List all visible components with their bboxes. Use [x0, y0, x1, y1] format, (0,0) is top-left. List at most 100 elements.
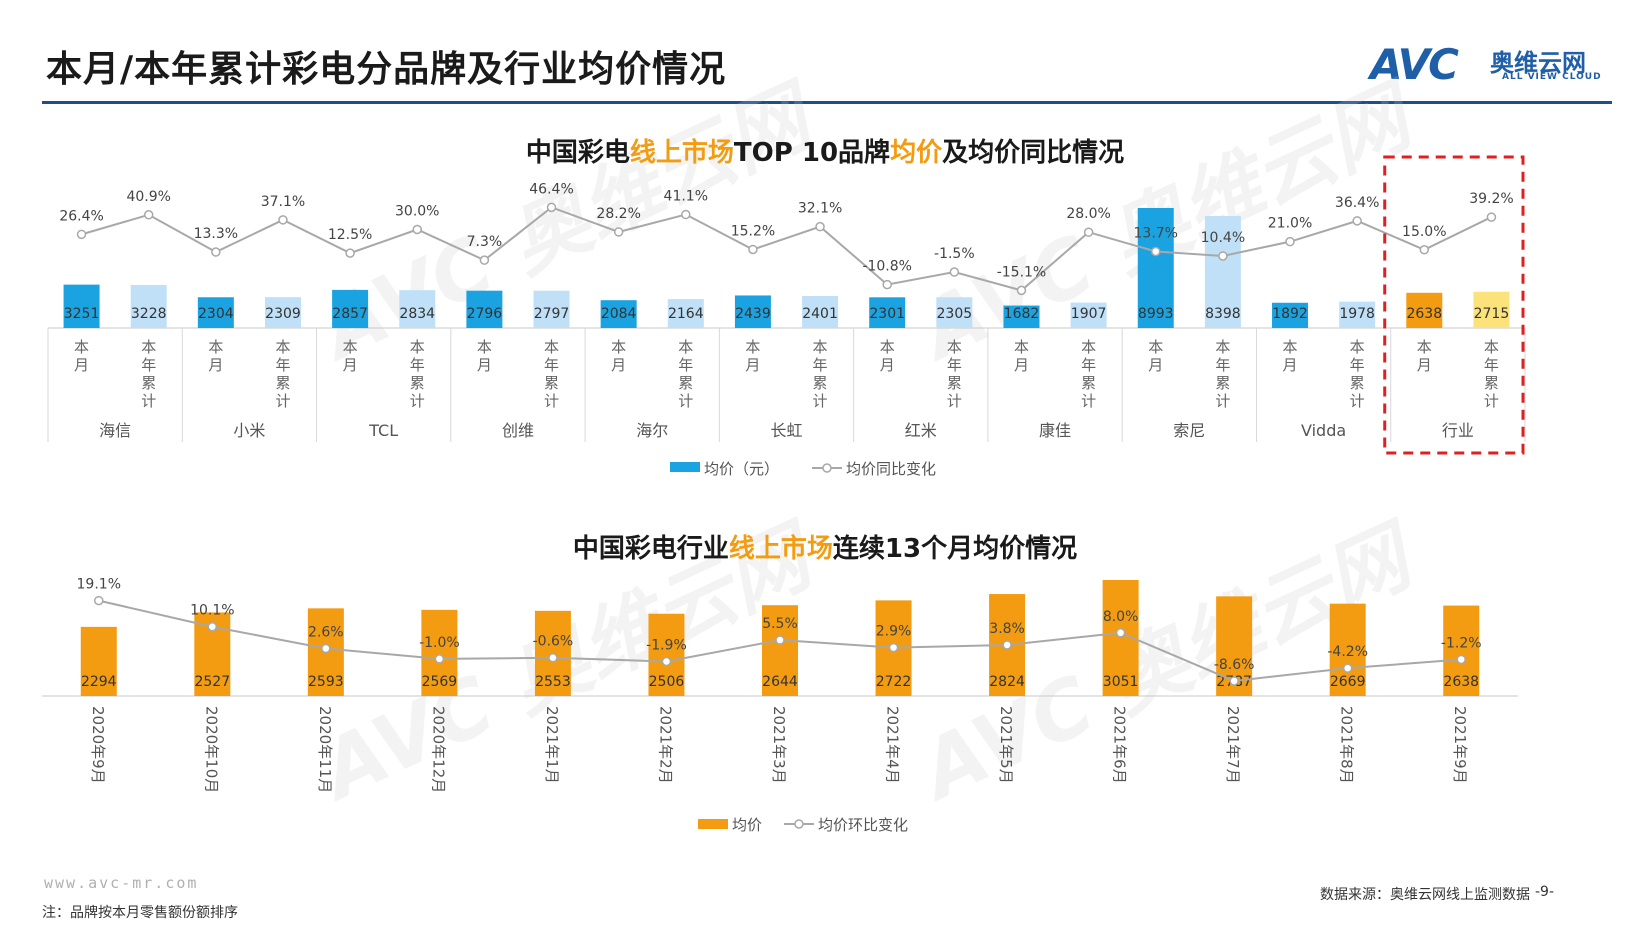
chart1-title-part-1: 中国彩电: [525, 138, 630, 168]
chart1-bar-value-label: 1907: [1071, 306, 1107, 322]
chart1-brand-label: TCL: [368, 421, 398, 440]
chart2-bar-value-label: 2553: [535, 674, 571, 690]
chart1-bar: [1070, 302, 1107, 328]
chart2-category-label: 2021年9月: [1451, 706, 1469, 784]
chart2-bar-value-label: 2569: [422, 674, 458, 690]
chart1-sub-label: 本年累计: [1350, 338, 1365, 410]
chart1-bar-value-label: 1892: [1272, 306, 1308, 322]
footer-note: 注：品牌按本月零售额份额排序: [42, 905, 238, 921]
chart1-yoy-point: [815, 221, 825, 232]
chart1-sub-label: 本年累计: [1081, 338, 1096, 410]
chart1-bar: [802, 295, 839, 328]
chart2-mom-point: [434, 654, 445, 664]
chart2-mom-point: [1456, 654, 1466, 665]
chart1-bar: [869, 297, 906, 328]
avc-logo: AVC 奥维云网 ALL VIEW CLOUD: [1370, 40, 1620, 90]
chart1-yoy-label: 30.0%: [395, 204, 439, 220]
chart1-yoy-label: 28.2%: [596, 206, 640, 222]
chart1-yoy-point: [1419, 245, 1430, 255]
chart2-category-label: 2021年4月: [884, 706, 902, 784]
chart1-yoy-point: [76, 229, 87, 240]
chart1-bar-value-label: 2305: [937, 306, 973, 322]
chart1-yoy-point: [1486, 212, 1497, 222]
chart2-bar: [648, 613, 685, 696]
chart2-mom-label: -8.6%: [1214, 657, 1255, 673]
chart1-yoy-label: 37.1%: [261, 194, 305, 210]
chart1-brand-label: 行业: [1442, 421, 1474, 440]
chart1-brand-label: 索尼: [1173, 421, 1205, 440]
chart1-bar: [1204, 215, 1241, 328]
chart2-bar-value-label: 3051: [1103, 674, 1139, 690]
chart2-bar: [80, 626, 117, 696]
chart2-mom-label: 19.1%: [77, 577, 121, 593]
chart1-bar-value-label: 2797: [534, 306, 570, 322]
chart2-mom-point: [1342, 663, 1353, 673]
chart1-yoy-label: 40.9%: [126, 189, 170, 205]
chart2-category-label: 2020年12月: [429, 706, 447, 793]
industry-highlight-box: [1383, 155, 1525, 455]
chart1-yoy-point: [1151, 246, 1161, 257]
chart1-yoy-point: [1218, 251, 1228, 261]
chart1-sub-label: 本年累计: [410, 338, 425, 410]
chart1-yoy-label: 21.0%: [1268, 216, 1312, 232]
chart1-yoy-point: [613, 227, 624, 237]
chart2-mom-point: [94, 595, 104, 606]
chart1-yoy-label: 41.1%: [664, 189, 708, 205]
chart1-yoy-label: 7.3%: [467, 234, 503, 250]
chart1-bar: [1137, 208, 1174, 328]
chart1-yoy-point: [278, 215, 288, 225]
chart1-sub-label: 本月: [1283, 338, 1298, 374]
chart2-category-label: 2021年7月: [1224, 706, 1242, 784]
chart1-title-part-3: TOP 10品牌: [733, 138, 891, 168]
chart1-brand-label: 康佳: [1039, 421, 1071, 440]
chart1-legend-bar-label: 均价（元）: [704, 460, 779, 478]
chart1-sub-label: 本月: [745, 338, 760, 374]
chart1-sub-label: 本月: [1014, 338, 1029, 374]
chart1-yoy-point: [143, 210, 154, 220]
chart1-bar: [1272, 302, 1309, 328]
chart2-title-part-1: 中国彩电行业: [572, 534, 729, 564]
chart1-bar-value-label: 2638: [1406, 306, 1442, 322]
chart2-mom-label: 2.6%: [308, 624, 344, 640]
chart1-bar: [466, 290, 503, 328]
chart1-yoy-point: [546, 202, 557, 213]
chart1-sub-label: 本月: [477, 338, 492, 374]
chart1-yoy-label: 15.2%: [731, 223, 775, 239]
logo-mark: AVC: [1370, 40, 1459, 89]
chart1-sub-label: 本年累计: [678, 338, 693, 410]
chart2-legend-line-label: 均价环比变化: [818, 816, 908, 834]
page-title: 本月/本年累计彩电分品牌及行业均价情况: [46, 49, 727, 90]
chart1-yoy-point: [1083, 227, 1094, 237]
chart2-mom-point: [1229, 676, 1239, 686]
chart2-mom-label: -1.0%: [419, 635, 460, 651]
chart1-bar-value-label: 8398: [1205, 306, 1241, 322]
chart1-yoy-label: 15.0%: [1402, 224, 1446, 240]
chart2-mom-point: [775, 635, 785, 645]
footer-website: www.avc-mr.com: [44, 874, 199, 892]
chart1-yoy-label: -1.5%: [934, 246, 975, 262]
chart1-brand-label: 长虹: [770, 421, 802, 440]
chart2-bar-value-label: 2722: [876, 674, 912, 690]
chart1-bar-value-label: 2834: [399, 306, 435, 322]
chart2-mom-label: 3.8%: [989, 621, 1025, 637]
chart1-bar: [264, 297, 301, 328]
chart2-category-label: 2020年9月: [89, 706, 107, 784]
footer-source: 数据来源：奥维云网线上监测数据: [1320, 887, 1530, 903]
chart1-bar-value-label: 2304: [198, 306, 234, 322]
chart1-bar: [600, 300, 637, 328]
chart2-category-label: 2021年8月: [1338, 706, 1356, 784]
page-number: -9-: [1534, 884, 1554, 900]
chart1-brand-label: 海信: [99, 421, 131, 440]
chart1-bar: [332, 289, 369, 328]
chart1-sub-label: 本年累计: [1215, 338, 1230, 410]
chart1-bar: [399, 290, 436, 328]
chart1-bar: [533, 290, 570, 328]
chart1-bar-value-label: 2715: [1474, 306, 1510, 322]
title-divider: [42, 101, 1612, 104]
chart1-bar-value-label: 3228: [131, 306, 167, 322]
chart1-title: 中国彩电线上市场TOP 10品牌均价及均价同比情况: [0, 132, 1650, 169]
chart1-bar-value-label: 2164: [668, 306, 704, 322]
chart2-mom-label: -1.9%: [646, 638, 687, 654]
chart1-yoy-line: [81, 206, 1492, 292]
